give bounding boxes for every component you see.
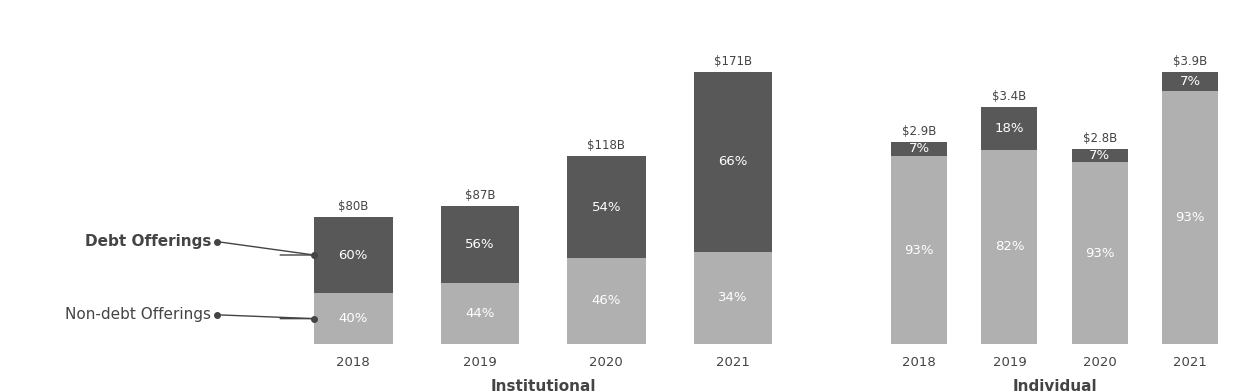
Text: $3.9B: $3.9B	[1173, 55, 1207, 68]
Text: 34%: 34%	[718, 291, 748, 304]
Bar	[982, 107, 1037, 150]
Bar	[314, 217, 392, 293]
Text: Institutional: Institutional	[490, 379, 596, 391]
Text: 18%: 18%	[994, 122, 1024, 135]
Text: Non-debt Offerings: Non-debt Offerings	[65, 307, 211, 322]
Text: 2020: 2020	[590, 356, 623, 369]
Text: 2019: 2019	[993, 356, 1026, 369]
Text: 93%: 93%	[1085, 247, 1115, 260]
Text: $3.4B: $3.4B	[992, 90, 1027, 103]
Text: 60%: 60%	[338, 249, 368, 262]
Text: 2021: 2021	[1173, 356, 1207, 369]
Bar	[567, 258, 646, 344]
Bar	[1163, 91, 1218, 344]
Text: $87B: $87B	[465, 188, 495, 202]
Bar	[1072, 163, 1128, 344]
Text: $171B: $171B	[714, 55, 752, 68]
Bar	[1072, 149, 1128, 163]
Bar	[1163, 72, 1218, 91]
Text: 2018: 2018	[903, 356, 936, 369]
Text: 56%: 56%	[465, 238, 494, 251]
Bar	[441, 283, 519, 344]
Text: Individual: Individual	[1012, 379, 1097, 391]
Text: 44%: 44%	[465, 307, 494, 320]
Text: 82%: 82%	[994, 240, 1024, 253]
Bar	[891, 156, 947, 344]
Text: 2018: 2018	[337, 356, 370, 369]
Text: $118B: $118B	[587, 139, 625, 152]
Bar	[694, 251, 772, 344]
Bar	[567, 156, 646, 258]
Text: 2021: 2021	[716, 356, 750, 369]
Bar	[891, 142, 947, 156]
Text: 46%: 46%	[592, 294, 621, 307]
Text: 7%: 7%	[1179, 75, 1200, 88]
Text: 2019: 2019	[463, 356, 497, 369]
Bar	[441, 206, 519, 283]
Text: 54%: 54%	[592, 201, 621, 213]
Text: $2.8B: $2.8B	[1082, 132, 1117, 145]
Text: 93%: 93%	[1175, 211, 1205, 224]
Text: 40%: 40%	[338, 312, 368, 325]
Bar	[314, 293, 392, 344]
Text: $80B: $80B	[338, 200, 368, 213]
Bar	[982, 150, 1037, 344]
Text: 7%: 7%	[1090, 149, 1110, 162]
Text: 93%: 93%	[904, 244, 934, 256]
Text: Debt Offerings: Debt Offerings	[84, 234, 211, 249]
Text: $2.9B: $2.9B	[901, 125, 936, 138]
Text: 7%: 7%	[909, 142, 930, 155]
Bar	[694, 72, 772, 251]
Text: 66%: 66%	[718, 155, 748, 169]
Text: 2020: 2020	[1084, 356, 1116, 369]
